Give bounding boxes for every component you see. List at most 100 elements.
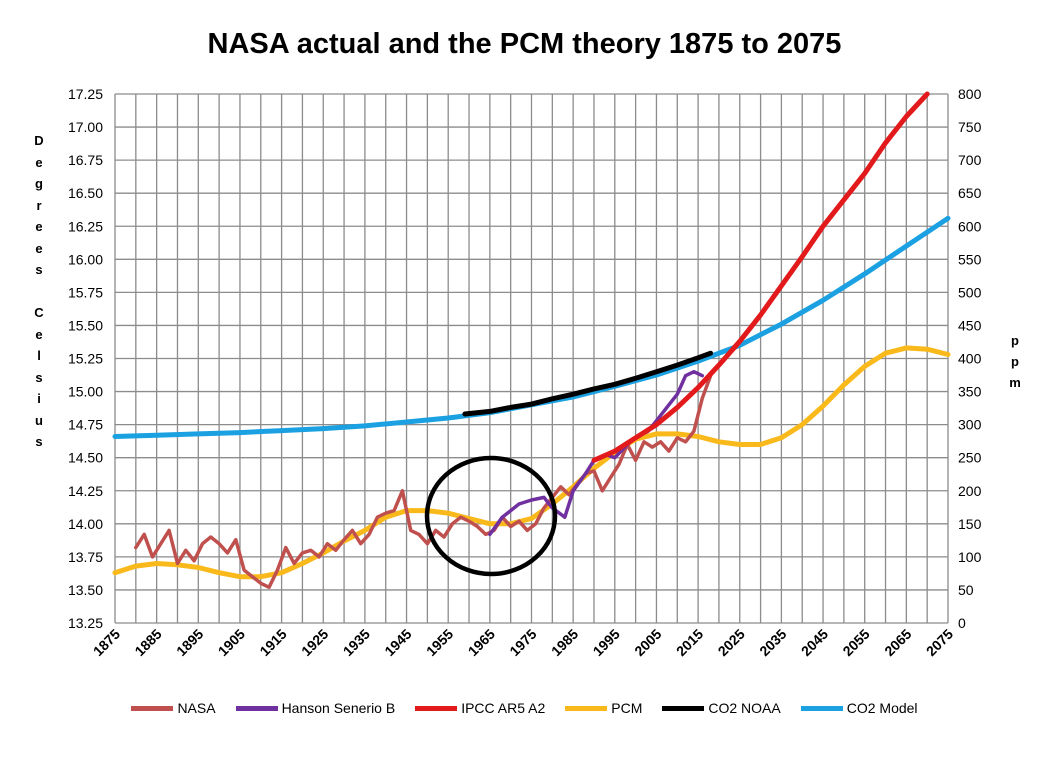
y-tick-label-left: 17.25 (68, 86, 103, 102)
axis-label-letter: e (35, 326, 43, 342)
axis-label-letter: e (35, 154, 43, 170)
legend-label: NASA (177, 700, 216, 716)
grid (114, 93, 949, 624)
legend: NASA Hanson Senerio B IPCC AR5 A2 PCM CO2 NO… (0, 700, 1049, 716)
y-tick-label-right: 700 (958, 152, 982, 168)
y-tick-label-right: 800 (958, 86, 982, 102)
legend-label: CO2 NOAA (708, 700, 781, 716)
y-tick-label-left: 14.50 (68, 450, 103, 466)
x-tick-label: 1925 (298, 626, 331, 659)
x-tick-label: 2025 (715, 626, 748, 659)
y-tick-label-right: 150 (958, 516, 982, 532)
y-tick-label-right: 400 (958, 351, 982, 367)
y-tick-label-right: 0 (958, 615, 966, 631)
x-tick-label: 1945 (381, 626, 414, 659)
axis-label-letter: s (35, 434, 43, 449)
x-tick-label: 2035 (756, 626, 789, 659)
axis-label-letter: u (35, 412, 43, 428)
y-tick-label-right: 50 (958, 582, 974, 598)
axis-label-letter: l (37, 348, 41, 363)
series-lines (112, 91, 951, 590)
x-tick-label: 2005 (631, 626, 664, 659)
y-tick-label-left: 16.25 (68, 218, 103, 234)
legend-swatch (235, 705, 278, 711)
axis-label-letter: p (1011, 354, 1019, 369)
x-tick-label: 1905 (215, 626, 248, 659)
legend-swatch (565, 705, 608, 711)
x-tick-label: 1975 (506, 626, 539, 659)
axis-label-letter: e (35, 240, 43, 256)
legend-item: IPCC AR5 A2 (415, 700, 545, 716)
y-tick-label-left: 16.50 (68, 185, 103, 201)
y-tick-label-right: 650 (958, 185, 982, 201)
y-tick-label-right: 550 (958, 251, 982, 267)
axis-label-letter: i (37, 391, 41, 406)
series-line-hanson-senerio-b (488, 369, 705, 537)
x-tick-label: 2065 (881, 626, 914, 659)
axis-label-letter: m (1009, 375, 1021, 390)
y-tick-label-left: 15.25 (68, 351, 103, 367)
annotation-circle (424, 455, 558, 577)
x-tick-label: 1985 (548, 626, 581, 659)
legend-item: CO2 Model (800, 700, 918, 716)
y-tick-label-right: 350 (958, 384, 982, 400)
y-tick-label-right: 750 (958, 119, 982, 135)
x-tick-label: 2055 (839, 626, 872, 659)
axis-label-letter: g (35, 176, 43, 191)
y-tick-label-left: 13.75 (68, 549, 103, 565)
y-tick-label-right: 100 (958, 549, 982, 565)
axis-label-letter: s (35, 262, 43, 277)
y-tick-label-right: 500 (958, 284, 982, 300)
y-tick-label-left: 16.75 (68, 152, 103, 168)
axis-label-letter: s (35, 369, 43, 385)
y-tick-label-right: 600 (958, 218, 982, 234)
y-tick-label-right: 450 (958, 317, 982, 333)
y-tick-label-left: 14.25 (68, 483, 103, 499)
y-tick-label-right: 300 (958, 417, 982, 433)
legend-swatch (800, 705, 843, 711)
legend-item: CO2 NOAA (662, 700, 781, 716)
y-tick-label-left: 14.75 (68, 417, 103, 433)
x-tick-label: 2075 (923, 626, 956, 659)
x-tick-label: 1885 (131, 626, 164, 659)
y-tick-label-left: 14.00 (68, 516, 103, 532)
y-tick-label-right: 200 (958, 483, 982, 499)
x-tick-label: 1955 (423, 626, 456, 659)
axis-label-letter: r (36, 197, 42, 213)
y-tick-label-left: 15.75 (68, 284, 103, 300)
legend-label: PCM (611, 700, 643, 716)
y-tick-label-left: 15.50 (68, 317, 103, 333)
legend-label: CO2 Model (846, 700, 918, 716)
legend-swatch (415, 705, 458, 711)
axis-label-letter: D (34, 133, 44, 148)
x-tick-label: 1995 (590, 626, 623, 659)
x-tick-label: 1965 (465, 626, 498, 659)
axis-label-letter: C (34, 305, 44, 320)
x-tick-label: 1915 (256, 626, 289, 659)
y-tick-label-left: 15.00 (68, 384, 103, 400)
x-tick-label: 1895 (173, 626, 206, 659)
series-line-nasa (134, 373, 713, 590)
series-line-co2-noaa (462, 350, 714, 417)
legend-item: NASA (131, 700, 216, 716)
legend-label: Hanson Senerio B (281, 700, 396, 716)
legend-swatch (662, 705, 705, 711)
legend-item: Hanson Senerio B (235, 700, 396, 716)
y-tick-label-left: 16.00 (68, 251, 103, 267)
axis-label-letter: e (35, 219, 43, 234)
chart-title: NASA actual and the PCM theory 1875 to 2… (207, 28, 842, 60)
y-tick-label-left: 13.25 (68, 615, 103, 631)
y-tick-label-left: 13.50 (68, 582, 103, 598)
series-line-ipcc-ar5-a2 (591, 91, 930, 463)
axis-label-letter: p (1011, 333, 1019, 348)
legend-item: PCM (565, 700, 642, 716)
tick-labels: 13.25 13.50 13.75 14.00 14.25 14.50 14.75 15.00… (68, 86, 982, 659)
y-tick-label-left: 17.00 (68, 119, 103, 135)
x-tick-label: 2015 (673, 626, 706, 659)
y-tick-label-right: 250 (958, 450, 982, 466)
x-tick-label: 1935 (340, 626, 373, 659)
x-tick-label: 2045 (798, 626, 831, 659)
legend-swatch (131, 705, 174, 711)
legend-label: IPCC AR5 A2 (461, 700, 546, 716)
